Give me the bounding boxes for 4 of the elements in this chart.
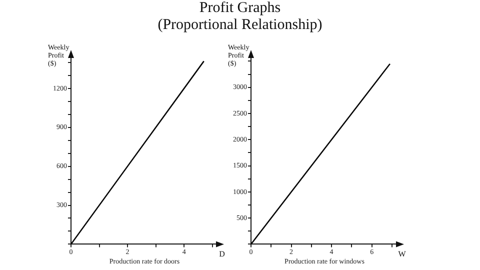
text: D xyxy=(219,249,226,258)
chart-title: Profit Graphs xyxy=(198,0,282,17)
text: W xyxy=(398,249,406,258)
chart-subtitle: (Proportional Relationship) xyxy=(156,17,324,34)
